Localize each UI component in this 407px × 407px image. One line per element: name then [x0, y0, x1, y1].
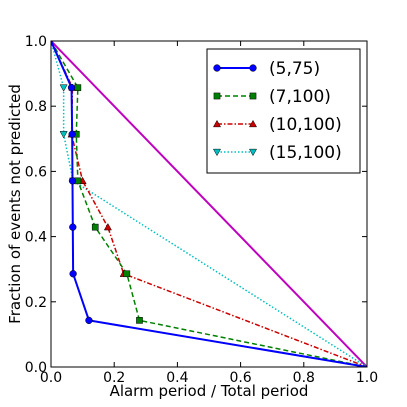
x-tick-label: 0.4 — [166, 370, 188, 386]
series-line-0 — [51, 41, 367, 367]
legend-marker-1 — [213, 92, 221, 100]
data-point-1-5 — [123, 270, 131, 278]
data-point-3-2 — [59, 131, 68, 139]
data-point-0-1 — [67, 83, 76, 92]
x-tick-label: 1.0 — [356, 370, 378, 386]
data-point-1-6 — [136, 317, 143, 324]
x-axis-label: Alarm period / Total period — [110, 382, 309, 400]
y-tick-label: 0.6 — [25, 164, 47, 180]
reference-diagonal-line — [51, 41, 367, 367]
data-point-0-2 — [68, 130, 76, 138]
legend-marker-3 — [212, 148, 222, 157]
legend-marker-0 — [213, 64, 221, 72]
data-point-3-1 — [59, 84, 68, 92]
x-tick-label: 0.8 — [293, 370, 315, 386]
y-tick-label: 0.4 — [25, 230, 47, 246]
y-tick-label: 0.2 — [25, 295, 47, 311]
legend-marker-end-3 — [248, 148, 258, 157]
legend-marker-2 — [212, 119, 222, 128]
legend: (5,75) (7,100) (10,100) (15,100) — [206, 48, 361, 174]
data-point-0-3 — [68, 177, 77, 185]
legend-marker-end-2 — [248, 119, 258, 128]
legend-label-3: (15,100) — [269, 143, 342, 163]
legend-marker-end-0 — [249, 64, 257, 72]
x-tick-label: 0.2 — [103, 370, 125, 386]
legend-label-2: (10,100) — [269, 115, 342, 135]
x-tick-label: 0.0 — [40, 370, 62, 386]
data-point-1-1 — [74, 84, 82, 91]
y-axis-label: Fraction of events not predicted — [6, 84, 24, 324]
y-tick-label: 0.8 — [25, 99, 47, 115]
y-tick-label: 0.0 — [25, 360, 47, 376]
series-0 — [51, 41, 367, 367]
legend-label-1: (7,100) — [269, 87, 331, 107]
legend-marker-end-1 — [249, 92, 257, 100]
data-point-0-4 — [69, 223, 77, 231]
plot-frame — [50, 40, 368, 368]
data-point-1-4 — [91, 223, 99, 231]
x-tick-label: 0.6 — [229, 370, 251, 386]
y-tick-label: 1.0 — [25, 34, 47, 50]
data-point-0-6 — [85, 316, 93, 325]
series-line-1 — [51, 41, 367, 367]
legend-label-0: (5,75) — [269, 59, 320, 79]
data-point-0-5 — [69, 270, 77, 278]
data-point-2-4 — [103, 223, 112, 231]
series-1 — [51, 41, 367, 367]
